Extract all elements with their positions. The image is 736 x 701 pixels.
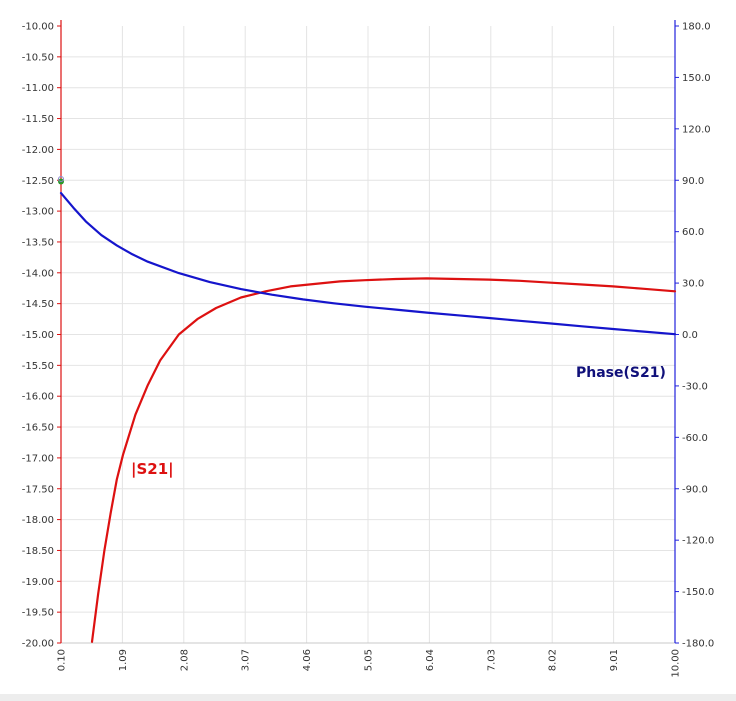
y-right-tick-label: 60.0: [682, 227, 704, 238]
grid-layer: [61, 26, 675, 643]
y-left-tick-label: -17.00: [22, 453, 54, 464]
y-left-tick-label: -11.50: [22, 114, 54, 125]
y-right-tick-label: 180.0: [682, 22, 711, 33]
x-tick-label: 9.01: [609, 649, 620, 671]
y-left-tick-label: -20.00: [22, 639, 54, 650]
x-tick-label: 1.09: [118, 649, 129, 671]
y-right-tick-label: 0.0: [682, 330, 698, 341]
y-left-tick-label: -19.00: [22, 577, 54, 588]
y-left-tick-label: -18.00: [22, 515, 54, 526]
y-left-tick-label: -13.50: [22, 237, 54, 248]
y-left-tick-label: -10.00: [22, 22, 54, 33]
x-tick-label: 7.03: [486, 649, 497, 671]
x-tick-label: 10.00: [671, 649, 682, 678]
y-left-tick-label: -19.50: [22, 608, 54, 619]
magnitude-series-label: |S21|: [131, 460, 174, 479]
x-tick-label: 5.05: [364, 649, 375, 671]
axis-layer: 0.10 1.09 2.08 3.07 4.06 5.05 6.04 7.03 8.02 9.01…: [22, 20, 714, 678]
x-tick-label: 2.08: [179, 649, 190, 671]
y-left-tick-label: -14.00: [22, 268, 54, 279]
y-left-tick-label: -13.00: [22, 207, 54, 218]
series-layer: [58, 176, 677, 643]
y-right-tick-label: -90.0: [682, 484, 708, 495]
y-right-tick-label: -150.0: [682, 587, 714, 598]
y-right-tick-label: 150.0: [682, 73, 711, 84]
annotation-layer: |S21| Phase(S21): [131, 365, 666, 479]
y-left-tick-label: -15.00: [22, 330, 54, 341]
y-left-tick-label: -17.50: [22, 484, 54, 495]
y-right-tick-label: 120.0: [682, 124, 711, 135]
y-left-tick-label: -16.00: [22, 392, 54, 403]
x-tick-label: 0.10: [57, 649, 68, 671]
x-tick-label: 3.07: [241, 649, 252, 671]
y-right-tick-label: -60.0: [682, 433, 708, 444]
x-tick-label: 8.02: [548, 649, 559, 671]
y-left-tick-label: -11.00: [22, 83, 54, 94]
y-right-tick-label: -120.0: [682, 536, 714, 547]
y-left-tick-label: -10.50: [22, 52, 54, 63]
y-left-tick-label: -14.50: [22, 299, 54, 310]
start-marker-outline: [58, 176, 64, 183]
phase-series-label: Phase(S21): [576, 365, 666, 381]
y-left-tick-label: -18.50: [22, 546, 54, 557]
y-right-tick-label: 30.0: [682, 279, 704, 290]
y-right-tick-label: 90.0: [682, 176, 704, 187]
y-left-tick-label: -15.50: [22, 361, 54, 372]
y-left-tick-label: -12.00: [22, 145, 54, 156]
y-left-tick-label: -16.50: [22, 423, 54, 434]
y-right-tick-label: -30.0: [682, 381, 708, 392]
phase-s21-line: [59, 192, 677, 336]
y-left-tick-label: -12.50: [22, 176, 54, 187]
s21-line: [90, 277, 677, 643]
bottom-scroll-strip: [0, 694, 736, 701]
x-tick-label: 4.06: [302, 649, 313, 671]
x-tick-label: 6.04: [425, 649, 436, 671]
y-right-tick-label: -180.0: [682, 639, 714, 650]
